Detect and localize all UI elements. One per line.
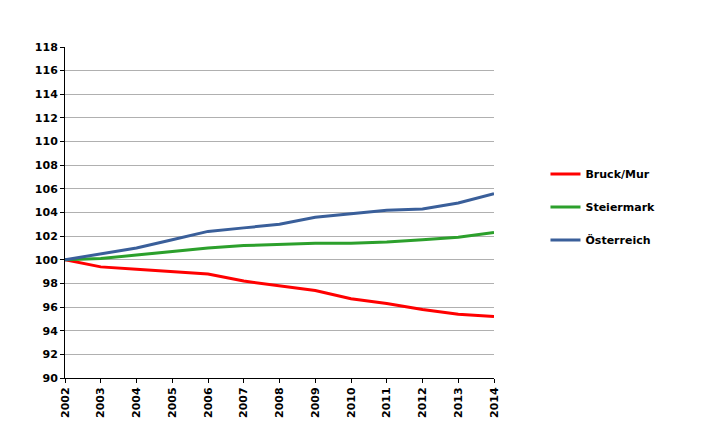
svg-text:98: 98 [42,277,57,290]
svg-text:118: 118 [35,41,58,54]
svg-text:Österreich: Österreich [585,233,650,247]
svg-text:2005: 2005 [166,387,179,418]
svg-text:116: 116 [35,64,58,77]
svg-text:Bruck/Mur: Bruck/Mur [585,168,649,181]
svg-text:2007: 2007 [237,387,250,418]
svg-text:2006: 2006 [202,387,215,418]
svg-text:2013: 2013 [452,387,465,418]
svg-text:108: 108 [35,159,58,172]
svg-text:2014: 2014 [488,387,501,418]
svg-text:2008: 2008 [273,387,286,418]
svg-text:2002: 2002 [59,387,72,418]
svg-text:2012: 2012 [416,387,429,418]
svg-text:102: 102 [35,230,58,243]
svg-text:2009: 2009 [309,387,322,418]
svg-text:96: 96 [42,301,58,314]
svg-text:92: 92 [42,348,57,361]
svg-text:100: 100 [35,254,58,267]
svg-text:90: 90 [42,372,58,385]
svg-text:110: 110 [35,135,58,148]
svg-text:Steiermark: Steiermark [585,201,655,214]
svg-text:2010: 2010 [345,387,358,418]
svg-text:114: 114 [35,88,58,101]
svg-text:106: 106 [35,183,58,196]
svg-text:112: 112 [35,112,58,125]
svg-text:104: 104 [35,206,58,219]
svg-text:2003: 2003 [94,387,107,418]
svg-text:94: 94 [42,325,58,338]
svg-text:2004: 2004 [130,387,143,418]
svg-text:2011: 2011 [380,387,393,418]
